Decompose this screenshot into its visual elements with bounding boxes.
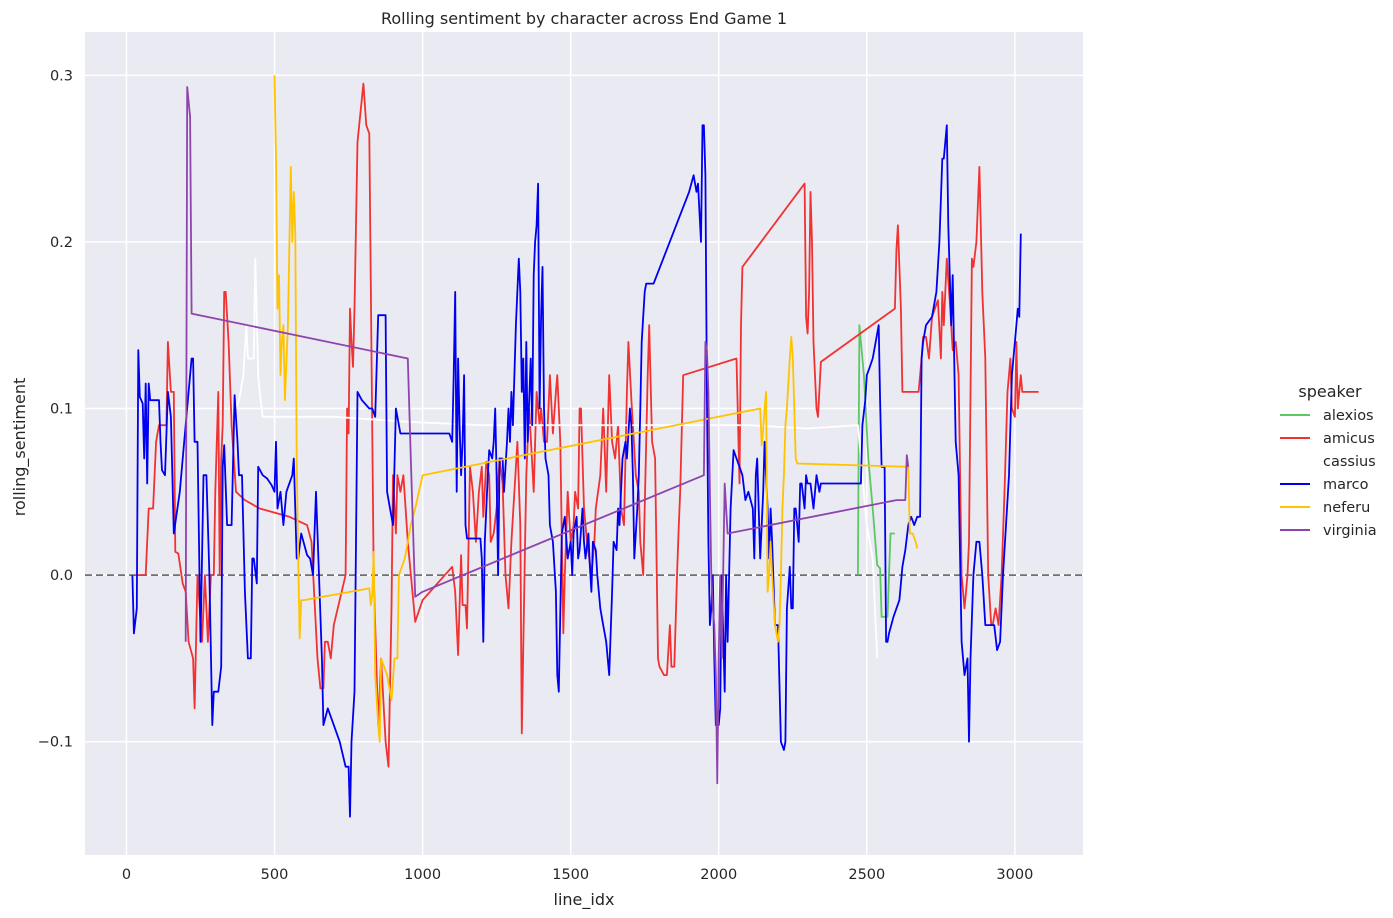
series-line-neferu (273, 75, 919, 743)
series-line-amicus (135, 82, 1039, 768)
y-tick-label: 0.3 (50, 68, 73, 84)
x-tick-label: 2500 (848, 867, 885, 883)
x-tick-label: 3000 (996, 867, 1033, 883)
series-line-marco (131, 124, 1022, 818)
series-line-virginia (184, 86, 910, 785)
y-tick-label: 0.1 (50, 402, 73, 418)
x-tick-label: 2000 (700, 867, 737, 883)
legend-label-marco: marco (1323, 477, 1369, 493)
legend-label-virginia: virginia (1323, 523, 1377, 539)
y-tick-label: 0.0 (50, 568, 73, 584)
tick-labels: 0 500 1000 1500 2000 2500 3000 −0.1 0.0 0.1 0.2 0.3 (38, 68, 1034, 883)
y-axis-label: rolling_sentiment (10, 378, 30, 517)
legend-label-alexios: alexios (1323, 408, 1374, 424)
series-line-alexios (857, 324, 895, 618)
x-tick-label: 1500 (552, 867, 589, 883)
y-tick-label: 0.2 (50, 235, 73, 251)
legend: speaker alexios amicus cassius marco neferu v… (1280, 382, 1377, 539)
x-axis-label: line_idx (554, 890, 615, 910)
legend-label-amicus: amicus (1323, 431, 1375, 447)
x-tick-label: 500 (261, 867, 289, 883)
legend-label-cassius: cassius (1323, 454, 1376, 470)
legend-title: speaker (1298, 382, 1362, 401)
legend-label-neferu: neferu (1323, 500, 1370, 516)
series-group (131, 75, 1039, 818)
series-line-cassius (235, 257, 879, 659)
chart-title: Rolling sentiment by character across En… (381, 9, 787, 28)
y-tick-label: −0.1 (38, 735, 73, 751)
x-tick-label: 1000 (404, 867, 441, 883)
x-tick-label: 0 (122, 867, 131, 883)
